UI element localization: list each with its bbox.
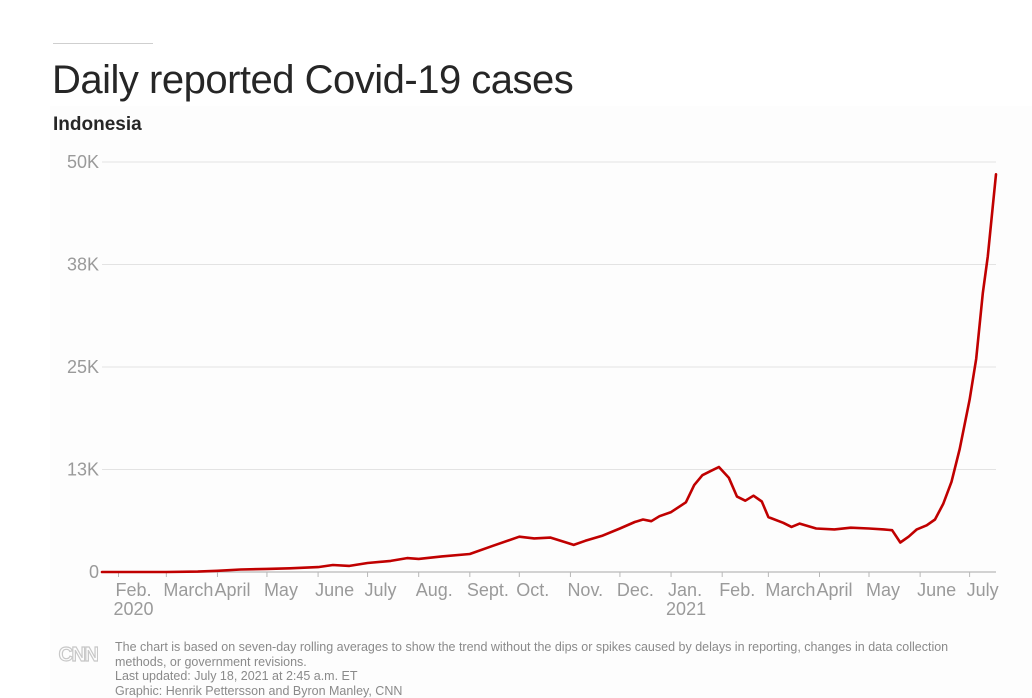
x-tick-label: July xyxy=(365,580,397,600)
x-year-label: 2021 xyxy=(666,599,706,619)
methodology-note-line-1: The chart is based on seven-day rolling … xyxy=(115,640,949,654)
page-subtitle: Indonesia xyxy=(53,114,142,135)
y-axis-ticks: 0 13K 25K 38K 50K xyxy=(67,152,99,582)
page-title: Daily reported Covid-19 cases xyxy=(52,58,574,102)
chart-panel: 0 13K 25K 38K 50K Feb. 2020 March April May June J… xyxy=(50,106,1032,698)
x-tick-label: April xyxy=(817,580,853,600)
x-tick-label: May xyxy=(264,580,298,600)
y-tick-label: 25K xyxy=(67,357,99,377)
x-tick-label: March xyxy=(163,580,213,600)
cnn-logo: CNN xyxy=(58,643,101,666)
y-tick-label: 13K xyxy=(67,460,99,480)
x-tick-label: Jan. xyxy=(668,580,702,600)
x-tick-label: Feb. xyxy=(719,580,755,600)
x-tick-label: Aug. xyxy=(416,580,453,600)
x-tick-label: Dec. xyxy=(617,580,654,600)
x-tick-label: July xyxy=(967,580,999,600)
x-tick-label: June xyxy=(917,580,956,600)
x-year-label: 2020 xyxy=(113,599,153,619)
graphic-credit: Graphic: Henrik Pettersson and Byron Man… xyxy=(115,683,403,698)
x-tick-label: Nov. xyxy=(567,580,603,600)
cnn-logo-icon: CNN xyxy=(58,643,101,666)
x-tick-label: May xyxy=(866,580,900,600)
series-line xyxy=(100,173,998,574)
chart-footer: The chart is based on seven-day rolling … xyxy=(115,640,1015,698)
cnn-logo-text: CNN xyxy=(59,644,98,665)
x-tick-label: June xyxy=(315,580,354,600)
x-tick-label: March xyxy=(765,580,815,600)
x-tick-label: Sept. xyxy=(467,580,509,600)
last-updated: Last updated: July 18, 2021 at 2:45 a.m.… xyxy=(115,669,358,683)
y-tick-label: 0 xyxy=(89,562,99,582)
y-tick-label: 50K xyxy=(67,152,99,172)
x-tick-label: April xyxy=(214,580,250,600)
x-tick-label: Oct. xyxy=(516,580,549,600)
methodology-note-line-2: methods, or government revisions. xyxy=(115,654,307,669)
grid-lines xyxy=(102,161,996,573)
title-rule xyxy=(53,43,153,44)
x-tick-label: Feb. xyxy=(115,580,151,600)
y-tick-label: 38K xyxy=(67,255,99,275)
